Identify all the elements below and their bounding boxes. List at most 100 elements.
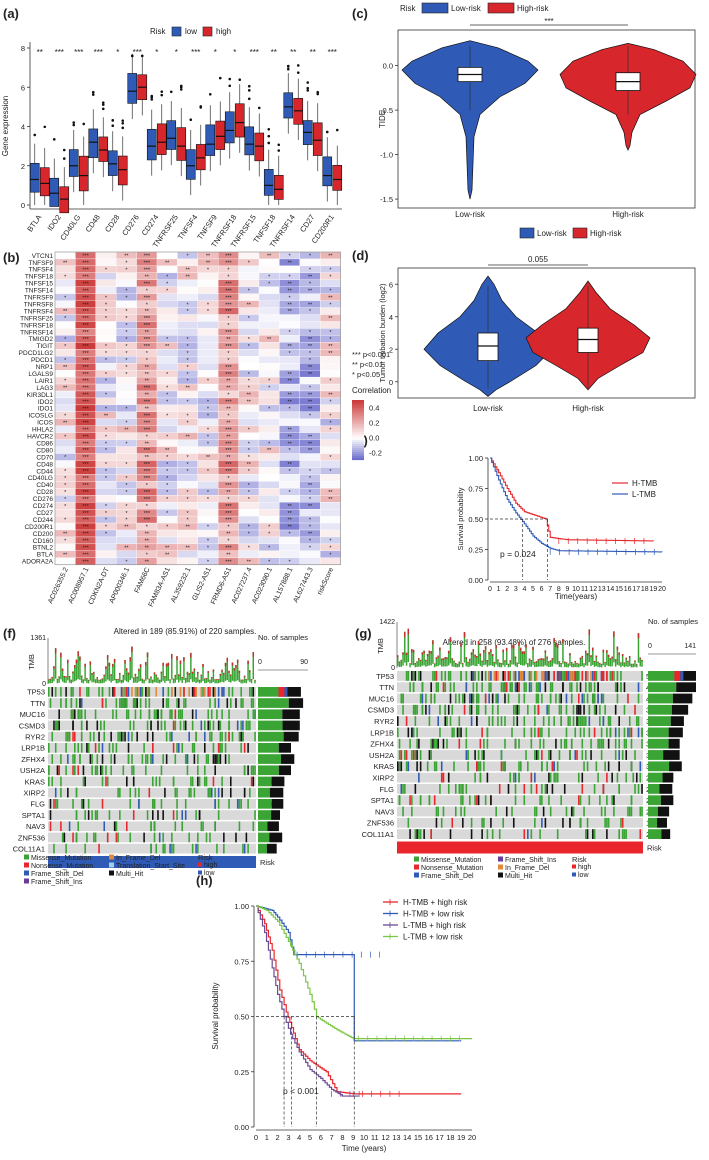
outlier-point [306, 81, 310, 84]
mutation-cell [146, 810, 149, 820]
tmb-bar [226, 657, 229, 681]
mutation-cell [402, 784, 404, 794]
mutation-cell [639, 772, 642, 783]
gene-label: ZFHX4 [370, 740, 394, 749]
tmb-bar-nonsense [639, 657, 641, 660]
heatmap-cell [156, 251, 178, 260]
mutation-cell [583, 727, 585, 738]
sig-mark: * [207, 309, 210, 315]
sig-mark: * [309, 539, 312, 545]
risk-legend-swatch-high [572, 864, 576, 869]
heatmap-cell [299, 376, 321, 385]
mutation-cell [126, 709, 128, 720]
tmb-axis-label: TMB [27, 654, 36, 670]
gene-bar-missense [648, 795, 661, 806]
sig-mark: * [64, 344, 67, 350]
tmb-bar [93, 671, 95, 683]
mutation-cell [465, 738, 468, 749]
mutation-cell [77, 765, 80, 776]
mutation-cell [527, 761, 529, 772]
mutation-cell [534, 750, 536, 760]
sig-mark: ** [287, 427, 292, 433]
tmb-bar-nonsense [216, 679, 218, 680]
mutation-cell [514, 795, 517, 806]
panel-label: (h) [196, 873, 213, 888]
x-axis-label: Time (years) [342, 1144, 387, 1153]
tmb-bar [96, 677, 99, 683]
sig-mark: ** [185, 274, 190, 280]
sig-mark: * [166, 511, 169, 517]
sig-mark: * [309, 476, 312, 482]
mutation-cell [530, 671, 533, 681]
tmb-bar-nonsense [80, 675, 83, 677]
mutation-cell [136, 687, 138, 697]
sig-mark: ** [308, 434, 313, 440]
mutation-cell [414, 704, 417, 715]
mutation-cell [523, 727, 526, 738]
heatmap-cell [258, 328, 280, 336]
mutation-cell [400, 761, 403, 772]
mutation-cell [583, 806, 585, 817]
sig-mark: * [105, 448, 108, 454]
tmb-bar-nonsense [127, 672, 130, 675]
heatmap-cell [320, 404, 341, 412]
mutation-cell [204, 731, 206, 742]
tmb-bar-nonsense [586, 653, 589, 656]
mutation-cell [577, 716, 580, 726]
sig-mark: * [289, 490, 292, 496]
sig-mark: *** [225, 559, 232, 565]
sig-mark: * [329, 469, 332, 475]
heatmap-cell [197, 460, 219, 468]
row-label: TNFSF9 [28, 260, 53, 267]
tmb-bar-nonsense [236, 659, 239, 664]
tmb-bar [112, 663, 114, 681]
tmb-bar [630, 663, 633, 668]
mutation-cell [549, 806, 552, 817]
mutation-cell [577, 772, 580, 783]
colorbar-tick-label: 0.0 [369, 434, 379, 443]
mutation-cell [481, 727, 483, 738]
x-tick-label: Low-risk [455, 210, 486, 219]
tmb-bar [68, 676, 71, 683]
heatmap-cell [238, 474, 260, 482]
sig-mark: * [187, 490, 190, 496]
sig-mark: *** [144, 448, 151, 454]
sig-mark: ** [328, 351, 333, 357]
tmb-bar [155, 674, 157, 683]
sig-mark: * [329, 337, 332, 343]
colorbar-segment [352, 410, 364, 413]
tmb-bar-nonsense [512, 644, 515, 649]
sig-mark: ** [287, 393, 292, 399]
tmb-bar [572, 663, 575, 668]
x-tick-label: High-risk [572, 404, 605, 413]
heatmap-cell [116, 397, 137, 406]
tmb-bar [625, 657, 627, 667]
tmb-bar [512, 644, 515, 665]
sig-mark: * [268, 281, 271, 287]
mutation-cell [94, 743, 97, 753]
x-tick-label: 17 [632, 586, 640, 593]
mutation-cell [139, 709, 142, 720]
mutation-cell [228, 720, 230, 731]
mutation-cell [188, 787, 190, 798]
x-tick-label: 17 [435, 1133, 443, 1142]
mutation-cell [483, 750, 485, 760]
heatmap-cell [156, 314, 178, 322]
significance-mark: *** [55, 48, 64, 57]
tmb-bar-nonsense [247, 660, 249, 665]
mutation-cell [200, 687, 203, 697]
sig-mark: * [187, 420, 190, 426]
mutation-cell [152, 810, 154, 820]
mutation-cell [430, 693, 432, 704]
sig-mark: * [125, 288, 128, 294]
sig-mark: ** [165, 546, 170, 552]
mutation-cell [577, 693, 580, 704]
sig-mark: * [64, 504, 67, 510]
mutation-cell [607, 761, 610, 772]
heatmap-cell [279, 481, 300, 489]
tmb-bar-nonsense [534, 661, 536, 663]
x-tick-label: 8 [557, 586, 561, 593]
tmb-bar-nonsense [240, 679, 242, 681]
mutation-cell [183, 720, 185, 731]
mutation-cell [101, 698, 104, 708]
